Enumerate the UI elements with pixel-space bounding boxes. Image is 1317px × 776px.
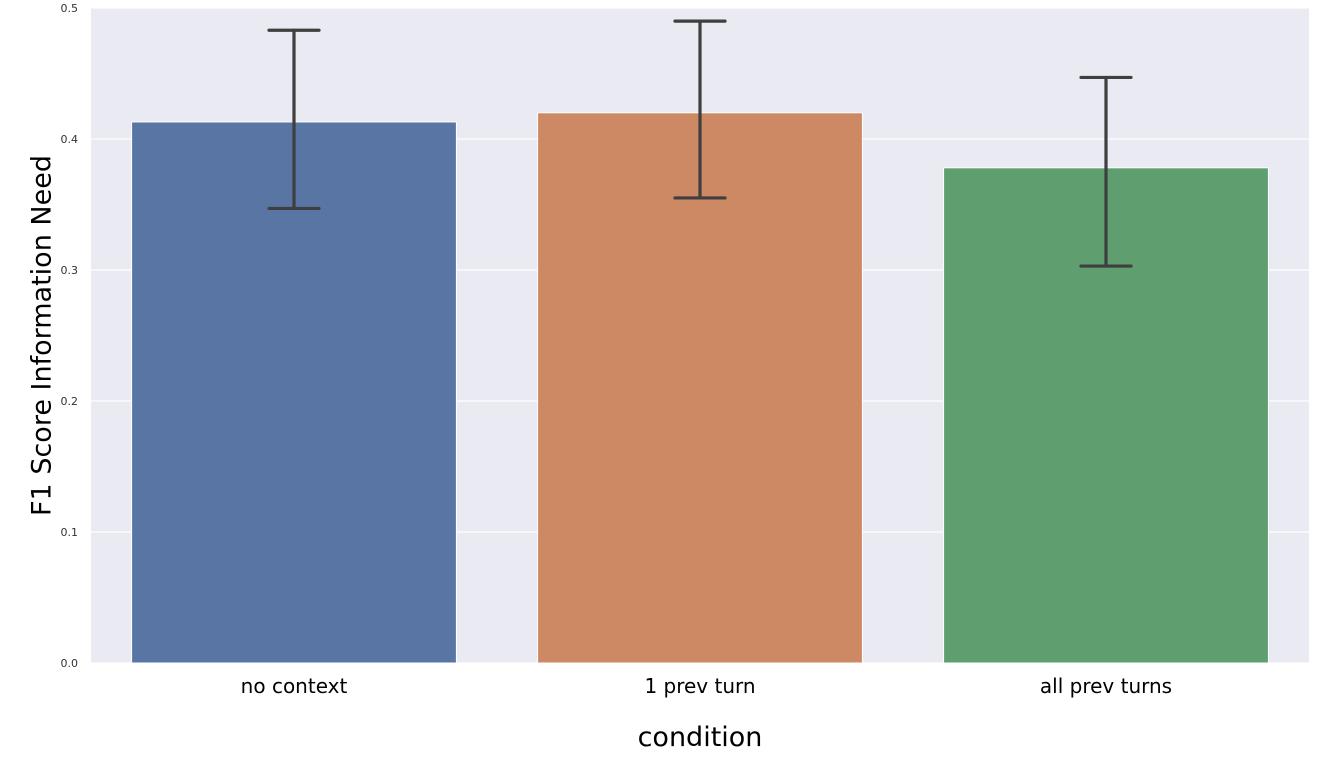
y-tick-labels: 0.0 0.1 0.2 0.3 0.4 0.5 xyxy=(61,2,79,670)
error-bars xyxy=(267,19,1133,268)
y-tick-label: 0.3 xyxy=(61,264,79,277)
error-bar-1 xyxy=(267,28,321,211)
bar-1 xyxy=(131,121,457,664)
x-tick-labels: no context 1 prev turn all prev turns xyxy=(241,674,1172,698)
bar-2 xyxy=(537,112,863,664)
y-tick-label: 0.2 xyxy=(61,395,79,408)
x-tick-label: 1 prev turn xyxy=(644,674,755,698)
x-tick-label: all prev turns xyxy=(1040,674,1172,698)
error-bar-3 xyxy=(1079,75,1133,268)
y-tick-label: 0.5 xyxy=(61,2,79,15)
error-bar-2 xyxy=(673,19,727,200)
x-tick-label: no context xyxy=(241,674,348,698)
y-tick-label: 0.4 xyxy=(61,133,79,146)
y-tick-label: 0.0 xyxy=(61,657,79,670)
x-axis-title: condition xyxy=(638,722,763,753)
y-axis-title: F1 Score Information Need xyxy=(27,155,58,516)
bars xyxy=(131,112,1269,664)
y-tick-label: 0.1 xyxy=(61,526,79,539)
